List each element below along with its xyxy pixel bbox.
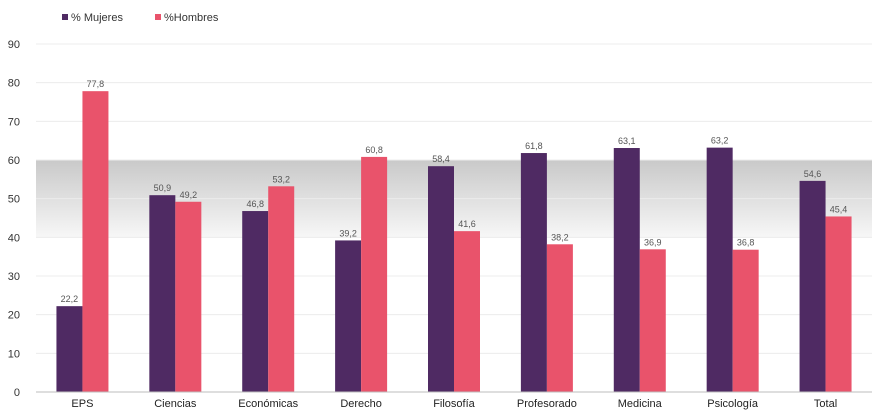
bar-mujeres [799,180,826,392]
legend-swatch [62,14,68,20]
bar-mujeres [335,240,362,392]
bar-mujeres [242,211,269,392]
y-tick-label: 20 [8,310,20,322]
bar-hombres [82,91,109,392]
data-label: 45,4 [830,204,848,214]
data-label: 38,2 [551,232,569,242]
x-category-label: Filosofía [433,398,475,410]
data-label: 63,1 [618,136,636,146]
data-label: 63,2 [711,136,729,146]
data-label: 54,6 [804,169,822,179]
bar-mujeres [613,148,640,392]
y-tick-label: 70 [8,116,20,128]
data-label: 36,8 [737,238,755,248]
x-category-label: Medicina [618,398,663,410]
y-tick-label: 80 [8,78,20,90]
legend-swatch [155,14,161,20]
bars: 22,2 77,8 50,9 49,2 46,8 53,2 39,2 60,8 58,4 41,6… [56,79,852,392]
data-label: 39,2 [339,228,357,238]
data-label: 77,8 [87,79,105,89]
y-axis-ticks: 0 10 20 30 40 50 60 70 80 90 [8,39,20,399]
bar-mujeres [520,153,547,392]
y-tick-label: 40 [8,232,20,244]
y-tick-label: 90 [8,39,20,51]
x-category-label: Psicología [707,398,759,410]
data-label: 46,8 [246,199,264,209]
bar-mujeres [149,195,176,392]
bar-hombres [175,201,202,392]
y-tick-label: 0 [14,387,20,399]
bar-hombres [454,231,480,392]
data-label: 22,2 [61,294,79,304]
y-tick-label: 60 [8,155,20,167]
bar-mujeres [428,166,454,392]
bar-hombres [361,156,388,392]
y-tick-label: 30 [8,271,20,283]
data-label: 58,4 [432,154,450,164]
legend-label: % Mujeres [71,12,123,24]
x-category-label: Derecho [340,398,382,410]
data-label: 49,2 [180,190,198,200]
x-category-label: Económicas [238,398,298,410]
y-tick-label: 50 [8,194,20,206]
x-category-label: Ciencias [154,398,197,410]
x-category-label: Total [814,398,837,410]
bar-hombres [639,249,666,392]
data-label: 41,6 [458,219,476,229]
bar-hombres [732,249,759,392]
x-category-label: EPS [71,398,93,410]
bar-hombres [546,244,573,392]
bar-mujeres [56,306,83,392]
data-label: 53,2 [272,174,290,184]
legend: % Mujeres %Hombres [62,12,219,24]
bar-mujeres [706,147,733,392]
data-label: 60,8 [365,145,383,155]
legend-label: %Hombres [164,12,219,24]
data-label: 61,8 [525,141,543,151]
x-axis-categories: EPS Ciencias Económicas Derecho Filosofía Pro… [71,398,837,410]
bar-hombres [268,186,295,392]
y-tick-label: 10 [8,348,20,360]
data-label: 50,9 [154,183,172,193]
x-category-label: Profesorado [517,398,577,410]
data-label: 36,9 [644,237,662,247]
bar-hombres [825,216,852,392]
